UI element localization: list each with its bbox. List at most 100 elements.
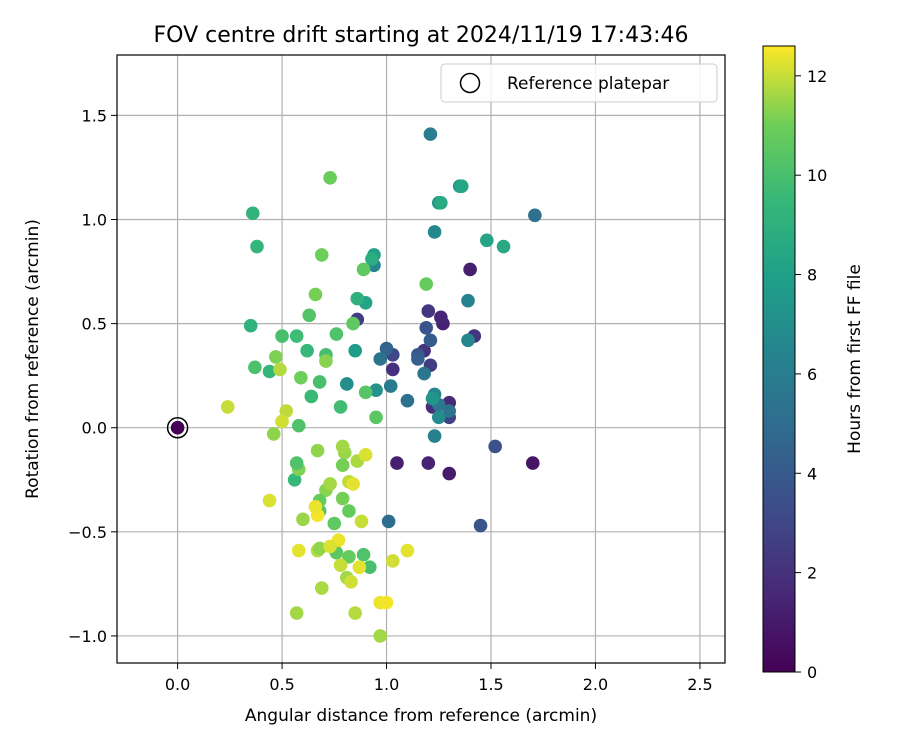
data-point <box>323 171 337 185</box>
reference-platepar-marker <box>166 416 189 439</box>
data-point <box>425 391 440 406</box>
data-point <box>266 427 281 441</box>
data-point <box>262 364 277 379</box>
data-point <box>427 225 442 239</box>
data-point <box>373 352 388 366</box>
data-point <box>304 389 319 404</box>
data-point <box>423 127 438 141</box>
x-axis-ticks: 0.0 0.5 1.0 1.5 2.0 2.5 <box>165 663 713 694</box>
legend-marker-icon <box>459 72 481 94</box>
data-point <box>302 308 317 323</box>
data-point <box>291 418 306 433</box>
data-point <box>346 316 360 331</box>
grid-lines <box>117 55 725 663</box>
data-point <box>319 354 333 368</box>
data-point <box>496 239 511 254</box>
data-point <box>358 385 373 400</box>
colorbar: 0 2 4 6 8 10 12 Hours from first FF file <box>762 45 865 682</box>
data-point <box>346 477 360 491</box>
data-point <box>220 400 235 414</box>
colorbar-label: Hours from first FF file <box>845 264 865 454</box>
data-point <box>342 550 356 564</box>
data-point <box>461 333 475 348</box>
data-point <box>454 179 469 193</box>
y-axis-ticks: −1.0 −0.5 0.0 0.5 1.0 1.5 <box>68 106 117 646</box>
data-point <box>344 574 358 589</box>
data-point <box>379 595 394 610</box>
data-point <box>354 514 369 529</box>
data-point <box>250 239 264 254</box>
data-point <box>365 252 379 266</box>
data-point <box>333 558 348 572</box>
x-tick-label: 2.5 <box>687 675 712 694</box>
x-tick-label: 0.0 <box>165 675 190 694</box>
x-tick-label: 1.5 <box>478 675 503 694</box>
y-tick-label: −0.5 <box>68 523 107 542</box>
data-point <box>381 514 396 529</box>
colorbar-ticks: 0 2 4 6 8 10 12 <box>795 67 827 682</box>
colorbar-tick-label: 4 <box>807 464 817 483</box>
plot-frame <box>116 54 726 664</box>
data-point <box>323 477 337 491</box>
data-point <box>335 491 350 506</box>
data-point <box>329 327 344 341</box>
data-point <box>300 343 314 358</box>
data-point <box>312 375 327 389</box>
colorbar-tick-label: 8 <box>807 266 817 285</box>
data-point <box>442 404 457 418</box>
y-tick-label: 1.5 <box>82 106 107 125</box>
chart-title: FOV centre drift starting at 2024/11/19 … <box>154 23 689 48</box>
data-point <box>289 606 304 620</box>
data-point <box>348 606 362 620</box>
data-point <box>246 206 260 221</box>
legend-entry-reference-platepar: Reference platepar <box>507 74 669 94</box>
data-point <box>434 310 448 325</box>
data-point <box>289 456 304 470</box>
data-point <box>314 248 329 262</box>
data-point <box>421 304 436 318</box>
y-tick-label: 0.5 <box>82 315 107 334</box>
data-point <box>342 504 356 518</box>
data-point <box>463 262 477 277</box>
colorbar-gradient <box>762 45 796 673</box>
data-point <box>385 554 400 568</box>
data-point <box>356 262 371 277</box>
data-point <box>262 493 277 508</box>
data-point <box>333 400 348 414</box>
data-point <box>385 362 400 377</box>
data-point <box>431 410 446 425</box>
y-tick-label: −1.0 <box>68 627 107 646</box>
data-point <box>379 341 394 356</box>
data-point <box>350 291 365 306</box>
data-point <box>480 233 494 248</box>
data-point <box>314 581 329 595</box>
colorbar-tick-label: 10 <box>807 166 827 185</box>
data-point <box>400 393 415 408</box>
data-point <box>400 543 415 558</box>
data-point <box>323 539 337 554</box>
data-point <box>310 443 325 458</box>
data-point <box>335 439 350 454</box>
data-point <box>419 320 434 335</box>
data-point <box>273 362 287 377</box>
data-point <box>423 333 438 348</box>
colorbar-tick-label: 2 <box>807 564 817 583</box>
data-point <box>434 196 448 210</box>
legend: Reference platepar <box>440 63 718 103</box>
data-point <box>369 383 383 398</box>
data-point <box>373 629 388 643</box>
colorbar-tick-label: 0 <box>807 663 817 682</box>
data-point <box>275 414 289 429</box>
x-tick-label: 2.0 <box>583 675 608 694</box>
x-axis-label: Angular distance from reference (arcmin) <box>245 706 597 726</box>
data-point <box>312 541 327 556</box>
data-point <box>327 516 342 531</box>
data-point <box>411 352 425 366</box>
data-point <box>488 439 502 454</box>
data-point <box>243 318 258 333</box>
colorbar-tick-label: 6 <box>807 365 817 384</box>
data-point <box>348 343 362 358</box>
data-point <box>383 379 398 393</box>
data-point <box>427 429 442 443</box>
data-point <box>275 329 289 343</box>
